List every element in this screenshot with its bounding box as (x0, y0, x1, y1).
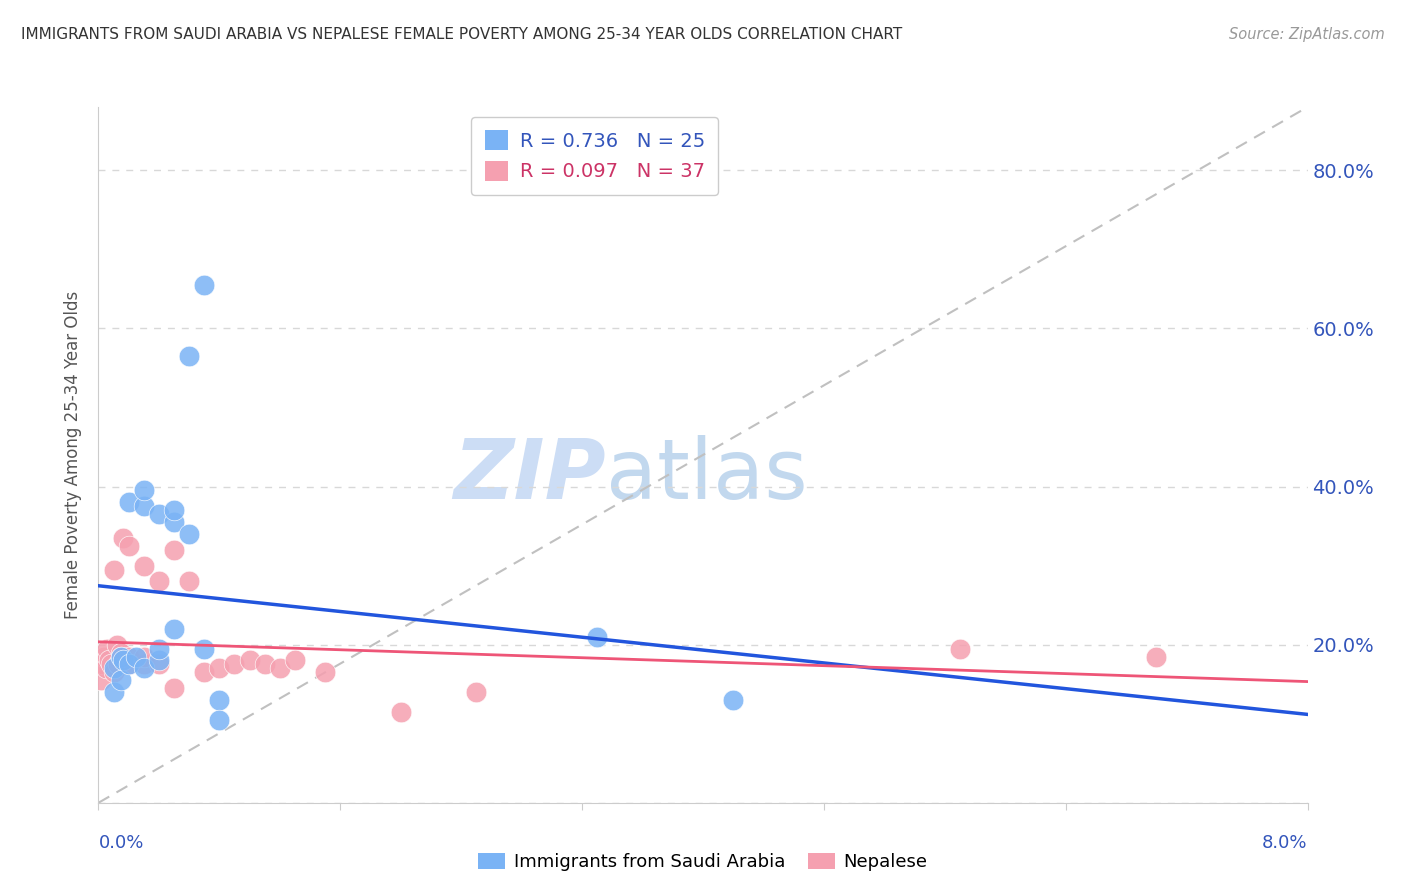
Point (94, 661, 117, 675)
Text: ZIP: ZIP (454, 435, 606, 516)
Point (163, 503, 186, 517)
Point (179, 527, 201, 541)
Point (224, 657, 246, 672)
Y-axis label: Female Poverty Among 25-34 Year Olds: Female Poverty Among 25-34 Year Olds (65, 291, 83, 619)
Text: Source: ZipAtlas.com: Source: ZipAtlas.com (1229, 27, 1385, 42)
Point (163, 515, 186, 529)
Point (132, 558, 155, 573)
Point (723, 693, 745, 707)
Point (118, 657, 141, 672)
Point (125, 649, 148, 664)
Point (132, 661, 155, 675)
Point (110, 649, 132, 664)
Text: atlas: atlas (606, 435, 808, 516)
Point (163, 622, 186, 636)
Point (193, 641, 215, 656)
Point (111, 653, 134, 667)
Point (253, 657, 276, 672)
Point (148, 641, 170, 656)
Point (148, 507, 170, 521)
Point (98, 653, 121, 667)
Point (96, 641, 118, 656)
Point (949, 641, 972, 656)
Point (389, 705, 412, 719)
Point (91, 657, 114, 672)
Point (193, 665, 215, 680)
Point (103, 665, 125, 680)
Point (179, 574, 201, 589)
Point (163, 681, 186, 695)
Legend: R = 0.736   N = 25, R = 0.097   N = 37: R = 0.736 N = 25, R = 0.097 N = 37 (471, 117, 718, 194)
Point (118, 539, 141, 553)
Point (107, 657, 129, 672)
Point (1146, 649, 1168, 664)
Point (118, 649, 141, 664)
Point (90, 673, 112, 688)
Point (103, 661, 125, 675)
Point (103, 563, 125, 577)
Legend: Immigrants from Saudi Arabia, Nepalese: Immigrants from Saudi Arabia, Nepalese (471, 846, 935, 879)
Point (105, 638, 128, 652)
Point (148, 657, 170, 672)
Text: 0.0%: 0.0% (98, 834, 143, 852)
Point (110, 673, 132, 688)
Point (465, 685, 488, 699)
Point (100, 657, 122, 672)
Point (118, 657, 141, 672)
Point (208, 661, 231, 675)
Point (103, 685, 125, 699)
Point (132, 500, 155, 514)
Point (110, 649, 132, 664)
Point (284, 653, 307, 667)
Point (132, 483, 155, 498)
Point (239, 653, 262, 667)
Point (208, 693, 231, 707)
Point (111, 531, 134, 545)
Point (208, 713, 231, 727)
Point (163, 542, 186, 557)
Point (110, 646, 132, 660)
Point (132, 649, 155, 664)
Text: IMMIGRANTS FROM SAUDI ARABIA VS NEPALESE FEMALE POVERTY AMONG 25-34 YEAR OLDS CO: IMMIGRANTS FROM SAUDI ARABIA VS NEPALESE… (21, 27, 903, 42)
Point (269, 661, 291, 675)
Point (118, 495, 141, 509)
Point (314, 665, 336, 680)
Point (148, 574, 170, 589)
Point (132, 657, 155, 672)
Text: 8.0%: 8.0% (1263, 834, 1308, 852)
Point (586, 630, 609, 644)
Point (148, 653, 170, 667)
Point (93, 649, 115, 664)
Point (179, 349, 201, 363)
Point (193, 277, 215, 292)
